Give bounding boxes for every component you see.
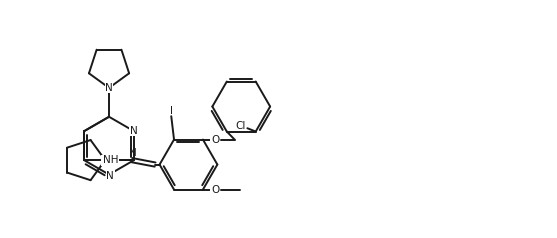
Text: Cl: Cl xyxy=(235,121,245,131)
Text: O: O xyxy=(211,185,219,195)
Text: N: N xyxy=(106,171,114,181)
Text: I: I xyxy=(170,106,173,116)
Text: N: N xyxy=(105,83,113,93)
Text: N: N xyxy=(129,149,137,159)
Text: NH: NH xyxy=(103,155,119,165)
Text: N: N xyxy=(101,155,109,165)
Text: N: N xyxy=(130,126,138,136)
Text: O: O xyxy=(211,134,219,144)
